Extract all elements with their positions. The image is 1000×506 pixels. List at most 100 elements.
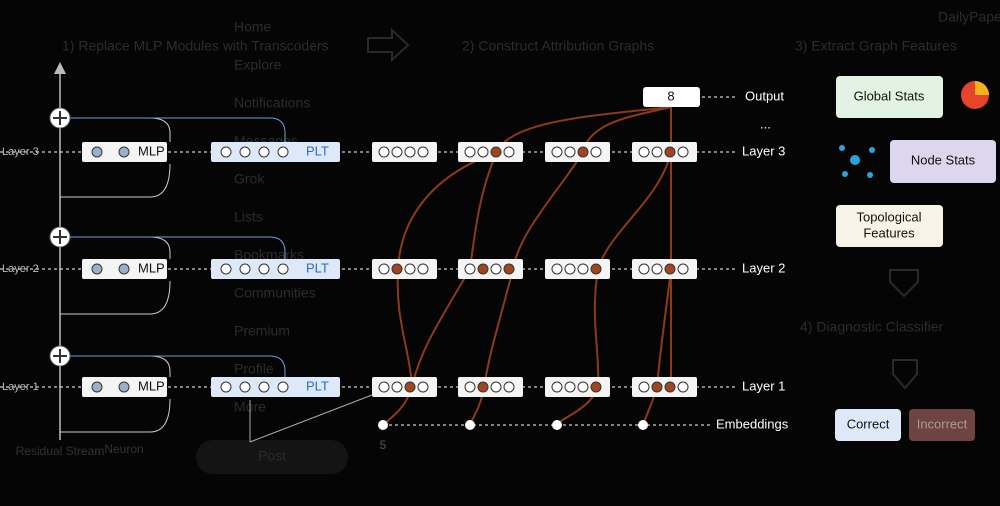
feature-node	[638, 263, 650, 275]
step-title: 2) Construct Attribution Graphs	[462, 38, 654, 54]
feature-node	[404, 146, 416, 158]
neuron	[258, 263, 270, 275]
arrow	[889, 269, 919, 390]
neuron	[118, 146, 130, 158]
feature-node	[564, 263, 576, 275]
feature-node	[577, 381, 589, 393]
icon	[975, 81, 989, 95]
menu-item: Home	[234, 19, 272, 35]
feature-node	[577, 146, 589, 158]
embedding-node	[465, 420, 475, 430]
neuron	[239, 146, 251, 158]
residual-label: Residual Stream	[16, 444, 105, 458]
feature-node	[577, 263, 589, 275]
embedding-node	[378, 420, 388, 430]
feature-node	[551, 146, 563, 158]
ellipsis: ...	[760, 116, 771, 131]
feature-node	[564, 381, 576, 393]
feature-node	[503, 263, 515, 275]
feature-node	[477, 381, 489, 393]
feature-node	[417, 381, 429, 393]
layer-label: Layer 1	[2, 381, 39, 393]
mlp-label: MLP	[138, 260, 165, 275]
topological-box	[836, 205, 943, 247]
layer-label: Layer 3	[742, 143, 785, 158]
feature-node	[503, 146, 515, 158]
step-title: 1) Replace MLP Modules with Transcoders	[62, 38, 329, 54]
feature-node	[590, 381, 602, 393]
feature-node	[490, 263, 502, 275]
arrow	[367, 27, 410, 63]
feature-node	[378, 263, 390, 275]
feature-node	[404, 263, 416, 275]
menu-item: Communities	[234, 285, 316, 301]
neuron	[239, 381, 251, 393]
node-stats-box	[890, 140, 996, 183]
layer-label: Layer 3	[2, 146, 39, 158]
node-stats: Node Stats	[911, 152, 976, 167]
feature-node	[464, 381, 476, 393]
layer-label: Layer 1	[742, 378, 785, 393]
plus	[53, 349, 67, 363]
menu-item: Bookmarks	[234, 247, 304, 263]
menu-item: Lists	[234, 209, 263, 225]
plt-label: PLT	[306, 143, 329, 158]
feature-node	[391, 263, 403, 275]
feature-node	[677, 146, 689, 158]
global-stats: Global Stats	[854, 88, 925, 103]
menu-item: Grok	[234, 171, 265, 187]
neuron	[277, 381, 289, 393]
embedding-node	[552, 420, 562, 430]
topological: Topological	[856, 209, 921, 224]
embeddings-label: Embeddings	[716, 416, 789, 431]
global-stats-box	[836, 76, 943, 118]
feature-node	[464, 263, 476, 275]
feature-node	[417, 263, 429, 275]
incorrect-box	[909, 409, 975, 441]
feature-node	[590, 263, 602, 275]
neuron	[220, 263, 232, 275]
zoom-line	[249, 394, 373, 443]
feature-node	[391, 381, 403, 393]
topological: Features	[863, 225, 915, 240]
feature-node	[378, 381, 390, 393]
menu-item: Premium	[234, 323, 290, 339]
mlp-label: MLP	[138, 143, 165, 158]
feature-node	[391, 146, 403, 158]
feature-node	[677, 263, 689, 275]
output-label: Output	[745, 88, 784, 103]
skip-connection	[60, 236, 286, 259]
neuron	[118, 381, 130, 393]
feature-node	[490, 381, 502, 393]
feature-node	[503, 381, 515, 393]
feature-node	[664, 146, 676, 158]
plus	[53, 111, 67, 125]
neuron-label: Neuron	[104, 442, 143, 456]
neuron	[91, 146, 103, 158]
embedding-node	[638, 420, 648, 430]
plt-label: PLT	[306, 378, 329, 393]
feature-node	[464, 146, 476, 158]
feature-node	[378, 146, 390, 158]
neuron	[277, 146, 289, 158]
skip-connection	[60, 355, 286, 377]
neuron	[220, 381, 232, 393]
neuron	[91, 381, 103, 393]
skip-connection	[60, 280, 171, 315]
feature-node	[638, 146, 650, 158]
skip-connection	[60, 117, 286, 142]
feature-node	[551, 381, 563, 393]
post-button[interactable]	[196, 440, 348, 474]
plus	[53, 230, 67, 244]
feature-node	[651, 263, 663, 275]
feature-node	[664, 263, 676, 275]
input-token: 5	[380, 438, 387, 452]
neuron	[258, 381, 270, 393]
feature-node	[651, 146, 663, 158]
incorrect: Incorrect	[917, 416, 968, 431]
feature-node	[490, 146, 502, 158]
feature-node	[404, 381, 416, 393]
mlp-label: MLP	[138, 378, 165, 393]
plt-label: PLT	[306, 260, 329, 275]
